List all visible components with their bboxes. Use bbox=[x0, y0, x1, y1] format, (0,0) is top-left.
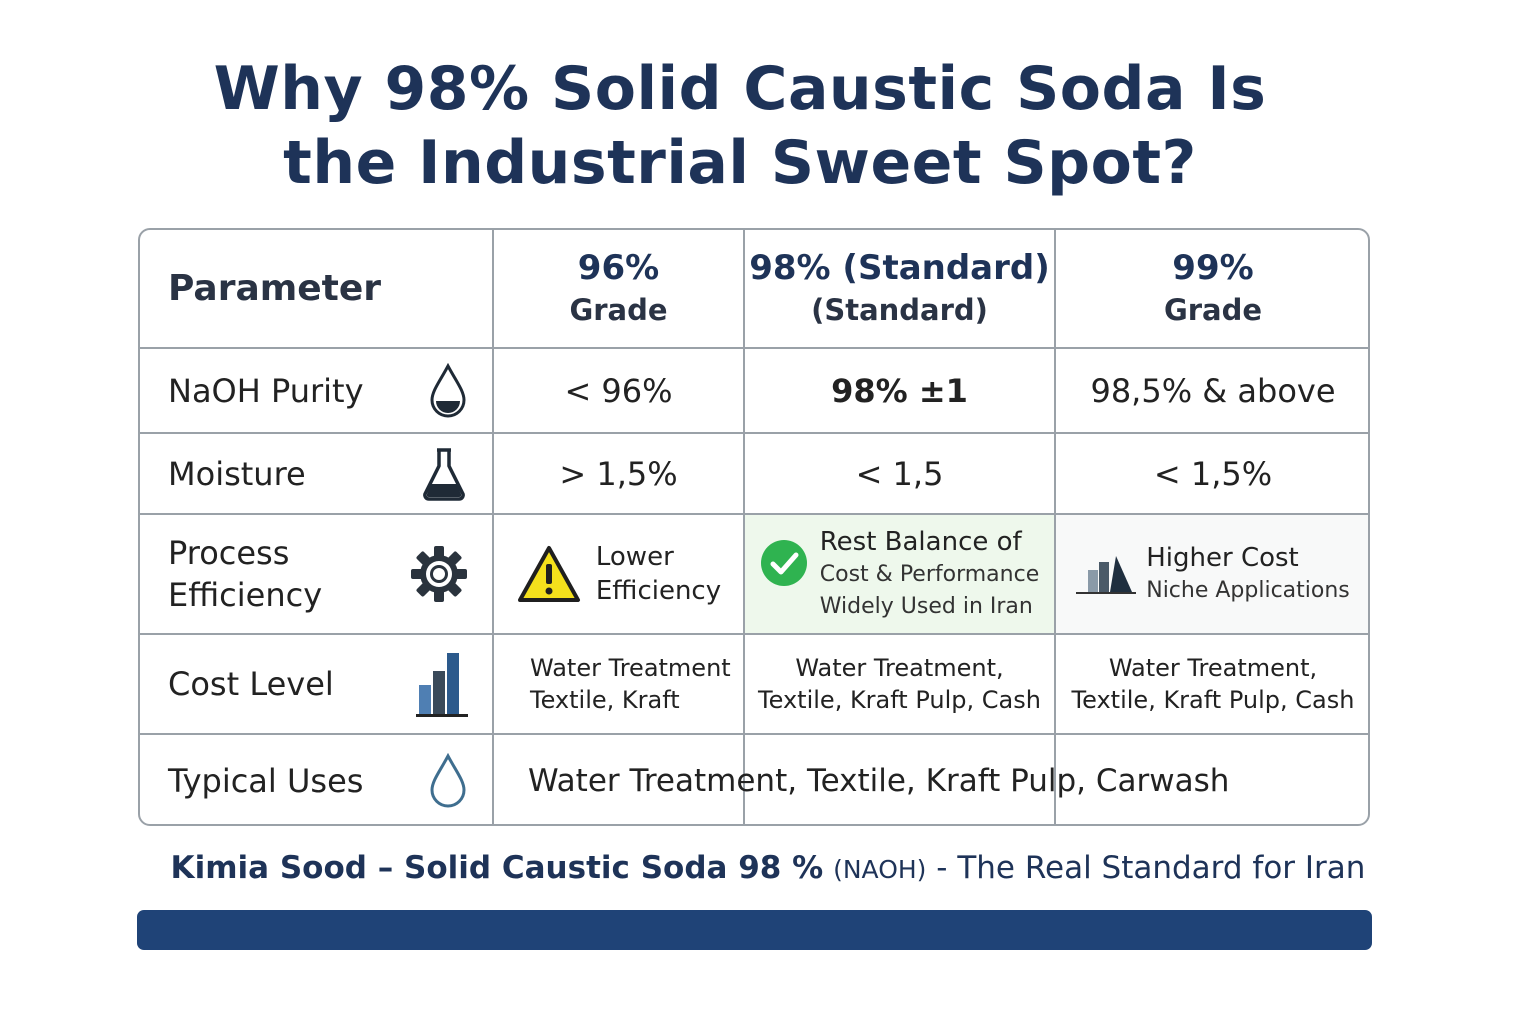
row-divider bbox=[140, 513, 1368, 515]
header-grade-98: 98% (Standard) (Standard) bbox=[745, 230, 1054, 347]
header-grade-96-value: 96% bbox=[577, 247, 660, 288]
header-parameter-label: Parameter bbox=[168, 268, 382, 309]
row-cost-label: Cost Level bbox=[168, 665, 334, 703]
column-divider bbox=[743, 230, 745, 824]
header-grade-96: 96% Grade bbox=[494, 230, 743, 347]
efficiency-96-text: Lower Efficiency bbox=[596, 540, 721, 608]
efficiency-99-line-1: Higher Cost bbox=[1146, 543, 1299, 573]
check-circle-icon bbox=[760, 539, 808, 587]
footer-tagline: Kimia Sood – Solid Caustic Soda 98 % (NA… bbox=[0, 850, 1536, 886]
header-grade-99-label: Grade bbox=[1163, 292, 1263, 327]
footer-bar bbox=[137, 910, 1372, 950]
droplet-outline-icon bbox=[428, 752, 468, 809]
row-divider bbox=[140, 432, 1368, 434]
row-divider bbox=[140, 633, 1368, 635]
cost-96-line-1: Water Treatment bbox=[530, 654, 731, 682]
moisture-96: > 1,5% bbox=[494, 434, 743, 513]
title-line-1: Why 98% Solid Caustic Soda Is bbox=[213, 54, 1267, 124]
purity-96: < 96% bbox=[494, 349, 743, 432]
column-divider bbox=[1054, 230, 1056, 824]
droplet-icon bbox=[428, 362, 468, 419]
footer-brand: Kimia Sood – Solid Caustic Soda 98 % bbox=[170, 850, 824, 886]
cost-99: Water Treatment, Textile, Kraft Pulp, Ca… bbox=[1056, 635, 1368, 733]
row-efficiency-label: Process Efficiency bbox=[168, 532, 322, 616]
row-divider bbox=[140, 733, 1368, 735]
efficiency-98: Rest Balance of Cost & Performance Widel… bbox=[745, 515, 1054, 633]
row-cost-label-cell: Cost Level bbox=[140, 635, 492, 733]
row-efficiency-label-line-2: Efficiency bbox=[168, 576, 323, 614]
efficiency-99: Higher Cost Niche Applications bbox=[1056, 515, 1368, 633]
row-moisture-label-cell: Moisture bbox=[140, 434, 492, 513]
row-purity-label: NaOH Purity bbox=[168, 371, 364, 410]
moisture-98: < 1,5 bbox=[745, 434, 1054, 513]
uses-all-grades: Water Treatment, Textile, Kraft Pulp, Ca… bbox=[494, 735, 1368, 824]
row-moisture-label: Moisture bbox=[168, 454, 306, 493]
row-uses-label: Typical Uses bbox=[168, 761, 364, 800]
header-grade-99: 99% Grade bbox=[1056, 230, 1368, 347]
header-grade-96-label: Grade bbox=[569, 292, 668, 327]
footer-rest: - The Real Standard for Iran bbox=[936, 850, 1366, 886]
row-efficiency-label-line-1: Process bbox=[168, 534, 290, 572]
footer-abbr: (NAOH) bbox=[833, 855, 927, 884]
purity-96-value: < 96% bbox=[564, 371, 673, 410]
purity-98: 98% ±1 bbox=[745, 349, 1054, 432]
efficiency-99-line-2: Niche Applications bbox=[1146, 578, 1350, 603]
purity-99: 98,5% & above bbox=[1056, 349, 1368, 432]
moisture-98-value: < 1,5 bbox=[855, 454, 944, 493]
bar-chart-icon bbox=[1076, 552, 1137, 596]
efficiency-98-line-1: Rest Balance of bbox=[819, 527, 1022, 557]
cost-98-line-2: Textile, Kraft Pulp, Cash bbox=[758, 686, 1041, 714]
gear-icon bbox=[410, 545, 468, 603]
cost-96-line-2: Textile, Kraft bbox=[530, 686, 680, 714]
efficiency-98-line-3: Widely Used in Iran bbox=[819, 594, 1033, 619]
purity-98-value: 98% ±1 bbox=[831, 371, 968, 410]
title-line-2: the Industrial Sweet Spot? bbox=[283, 128, 1197, 198]
efficiency-98-text: Rest Balance of Cost & Performance Widel… bbox=[820, 525, 1039, 623]
page-title: Why 98% Solid Caustic Soda Is the Indust… bbox=[0, 52, 1480, 200]
cost-99-line-2: Textile, Kraft Pulp, Cash bbox=[1071, 686, 1355, 714]
cost-98: Water Treatment, Textile, Kraft Pulp, Ca… bbox=[745, 635, 1054, 733]
moisture-96-value: > 1,5% bbox=[559, 454, 678, 493]
bar-chart-icon bbox=[416, 651, 468, 717]
efficiency-99-text: Higher Cost Niche Applications bbox=[1146, 541, 1350, 607]
comparison-table: Parameter 96% Grade 98% (Standard) (Stan… bbox=[138, 228, 1370, 826]
uses-all-grades-value: Water Treatment, Textile, Kraft Pulp, Ca… bbox=[528, 762, 1230, 799]
header-grade-99-value: 99% bbox=[1172, 247, 1254, 288]
cost-98-line-1: Water Treatment, bbox=[795, 654, 1004, 682]
row-efficiency-label-cell: Process Efficiency bbox=[140, 515, 492, 633]
row-purity-label-cell: NaOH Purity bbox=[140, 349, 492, 432]
flask-icon bbox=[420, 446, 468, 502]
efficiency-98-line-2: Cost & Performance bbox=[819, 562, 1040, 587]
cost-96: Water Treatment Textile, Kraft bbox=[494, 635, 743, 733]
cost-99-line-1: Water Treatment, bbox=[1108, 654, 1318, 682]
row-divider bbox=[140, 347, 1368, 349]
moisture-99: < 1,5% bbox=[1056, 434, 1368, 513]
header-grade-98-value: 98% (Standard) bbox=[749, 247, 1050, 288]
moisture-99-value: < 1,5% bbox=[1153, 454, 1273, 493]
efficiency-96-line-2: Efficiency bbox=[595, 576, 722, 606]
column-divider bbox=[492, 230, 494, 824]
purity-99-value: 98,5% & above bbox=[1090, 371, 1336, 410]
header-grade-98-label: (Standard) bbox=[811, 292, 988, 327]
header-parameter: Parameter bbox=[140, 230, 492, 347]
efficiency-96-line-1: Lower bbox=[595, 542, 674, 572]
efficiency-96: Lower Efficiency bbox=[494, 515, 743, 633]
warning-icon bbox=[516, 544, 582, 604]
row-uses-label-cell: Typical Uses bbox=[140, 735, 492, 824]
